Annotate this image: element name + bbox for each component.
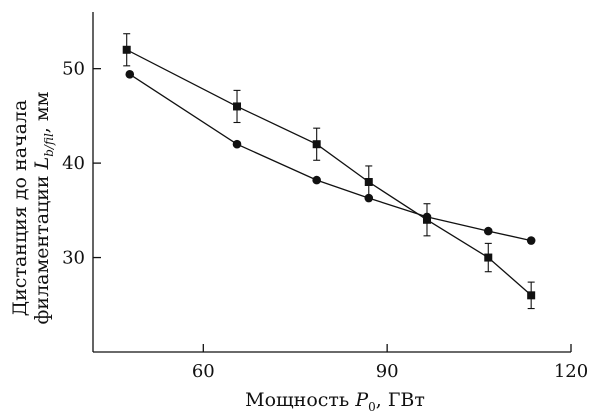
square-marker (527, 291, 536, 300)
y-tick-label: 50 (62, 59, 85, 80)
square-series-line (126, 49, 532, 296)
square-marker (484, 253, 493, 262)
circle-marker (232, 139, 242, 149)
circle-marker (483, 226, 493, 236)
square-series (122, 33, 536, 310)
circle-marker (312, 175, 321, 185)
circle-series (125, 70, 536, 245)
y-tick-label: 30 (62, 248, 85, 269)
x-tick-label: 120 (554, 361, 588, 382)
square-marker (364, 178, 373, 186)
x-tick-label: 60 (192, 361, 215, 382)
y-axis-title-line2: филаментации Lb/fil, мм (31, 91, 56, 324)
circle-series-line (129, 73, 532, 242)
circle-marker (364, 193, 374, 203)
series-layer (122, 33, 536, 310)
square-marker (122, 45, 131, 54)
y-axis-title: Дистанция до начала филаментации Lb/fil,… (9, 91, 56, 324)
circle-marker (526, 236, 536, 245)
y-tick-label: 40 (62, 153, 85, 174)
axes (92, 12, 571, 353)
y-axis-title-line1: Дистанция до начала (9, 100, 31, 317)
square-marker (312, 140, 321, 149)
square-marker (233, 102, 242, 111)
circle-marker (422, 212, 432, 222)
x-tick-label: 90 (376, 361, 399, 382)
circle-marker (125, 70, 135, 79)
x-axis-title: Мощность P0, ГВт (245, 389, 425, 413)
ticks: 60 90 120 30 40 50 (62, 59, 588, 382)
